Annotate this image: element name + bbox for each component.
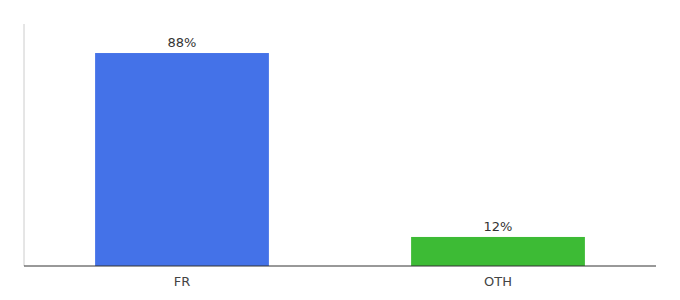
x-tick-label: FR bbox=[174, 274, 191, 289]
bar bbox=[411, 237, 585, 266]
x-tick-label: OTH bbox=[484, 274, 512, 289]
bars bbox=[95, 53, 585, 266]
data-label: 88% bbox=[168, 35, 197, 50]
data-label: 12% bbox=[484, 219, 513, 234]
bar bbox=[95, 53, 269, 266]
y-axis-line bbox=[24, 24, 25, 266]
chart-container: FR OTH 88% 12% bbox=[0, 0, 680, 300]
plot-area: FR OTH 88% 12% bbox=[24, 24, 656, 289]
chart-svg: FR OTH 88% 12% bbox=[0, 0, 680, 300]
x-axis-line bbox=[24, 266, 656, 267]
